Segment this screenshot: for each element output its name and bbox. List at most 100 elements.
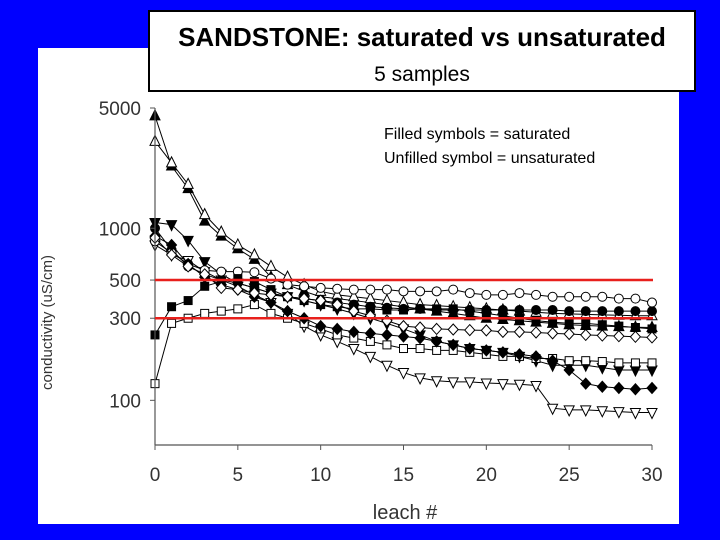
- data-point: [563, 327, 575, 341]
- data-point: [597, 320, 607, 330]
- series-unsaturated-diamond: [149, 231, 658, 344]
- data-point: [415, 286, 426, 297]
- data-point: [580, 328, 592, 342]
- data-point: [200, 281, 210, 291]
- data-point: [596, 329, 608, 342]
- data-point: [531, 316, 541, 326]
- data-point: [399, 344, 408, 354]
- y-tick-label: 100: [109, 391, 141, 412]
- data-point: [629, 330, 642, 344]
- data-point: [448, 284, 459, 295]
- data-point: [564, 306, 575, 317]
- data-point: [546, 327, 559, 340]
- x-tick-label: 15: [393, 465, 414, 486]
- x-tick-label: 10: [310, 465, 331, 486]
- data-point: [646, 331, 658, 344]
- data-point: [282, 279, 293, 290]
- y-tick-label: 500: [109, 271, 141, 292]
- data-point: [265, 296, 277, 309]
- data-point: [399, 305, 408, 315]
- data-point: [497, 379, 509, 391]
- data-point: [281, 290, 294, 303]
- data-point: [630, 358, 640, 368]
- data-point: [167, 302, 177, 312]
- chart-subtitle: 5 samples: [374, 63, 470, 86]
- data-point: [646, 365, 658, 378]
- data-point: [348, 284, 359, 295]
- data-point: [514, 288, 525, 299]
- y-axis-label: conductivity (uS/cm): [39, 255, 56, 390]
- data-point: [249, 267, 260, 278]
- data-point: [647, 306, 657, 317]
- data-point: [597, 291, 608, 302]
- data-point: [331, 298, 343, 311]
- data-point: [580, 291, 591, 302]
- data-point: [415, 304, 425, 314]
- data-point: [563, 363, 575, 377]
- data-point: [183, 296, 193, 306]
- data-point: [182, 260, 194, 273]
- data-point: [514, 304, 525, 315]
- y-tick-label: 1000: [99, 219, 141, 240]
- data-point: [414, 373, 426, 386]
- data-point: [281, 304, 294, 318]
- data-point: [381, 284, 392, 295]
- x-tick-label: 30: [641, 465, 662, 486]
- data-point: [348, 304, 360, 318]
- chart-title: SANDSTONE: saturated vs unsaturated: [178, 22, 666, 52]
- y-tick-label: 300: [109, 309, 141, 330]
- data-point: [480, 344, 493, 357]
- data-point: [497, 346, 509, 359]
- data-point: [198, 207, 211, 220]
- data-point: [432, 304, 442, 314]
- data-point: [381, 360, 393, 373]
- data-point: [613, 407, 625, 419]
- data-point: [646, 381, 658, 395]
- data-point: [167, 318, 177, 328]
- data-point: [613, 293, 624, 304]
- data-point: [315, 282, 326, 293]
- data-point: [198, 257, 211, 269]
- data-point: [182, 177, 194, 189]
- data-point: [498, 311, 508, 321]
- data-point: [547, 304, 558, 315]
- x-tick-label: 5: [233, 465, 244, 486]
- data-point: [165, 155, 178, 168]
- data-point: [581, 318, 591, 328]
- data-point: [298, 292, 310, 305]
- data-point: [265, 273, 276, 284]
- data-point: [331, 322, 343, 336]
- data-point: [414, 321, 426, 334]
- data-point: [248, 286, 261, 300]
- data-point: [233, 304, 243, 314]
- data-point: [647, 297, 657, 308]
- data-point: [266, 308, 276, 318]
- data-point: [647, 358, 657, 368]
- data-point: [347, 344, 360, 356]
- data-point: [382, 305, 392, 315]
- x-tick-label: 25: [559, 465, 580, 486]
- x-tick-label: 20: [476, 465, 497, 486]
- x-tick-label: 0: [150, 465, 161, 486]
- plot-layer: [149, 108, 658, 420]
- data-point: [530, 350, 542, 363]
- data-point: [382, 340, 392, 350]
- data-point: [232, 237, 244, 250]
- data-point: [430, 376, 443, 388]
- data-point: [596, 380, 608, 393]
- data-point: [430, 322, 443, 336]
- data-point: [497, 289, 508, 300]
- data-point: [597, 357, 607, 367]
- data-point: [497, 325, 509, 339]
- data-point: [564, 318, 574, 328]
- data-point: [215, 281, 227, 295]
- data-point: [265, 259, 277, 271]
- data-point: [513, 348, 526, 361]
- data-point: [481, 289, 492, 300]
- data-point: [198, 214, 211, 226]
- data-point: [182, 235, 194, 248]
- data-point: [580, 306, 591, 317]
- data-point: [265, 288, 277, 302]
- data-point: [596, 406, 609, 418]
